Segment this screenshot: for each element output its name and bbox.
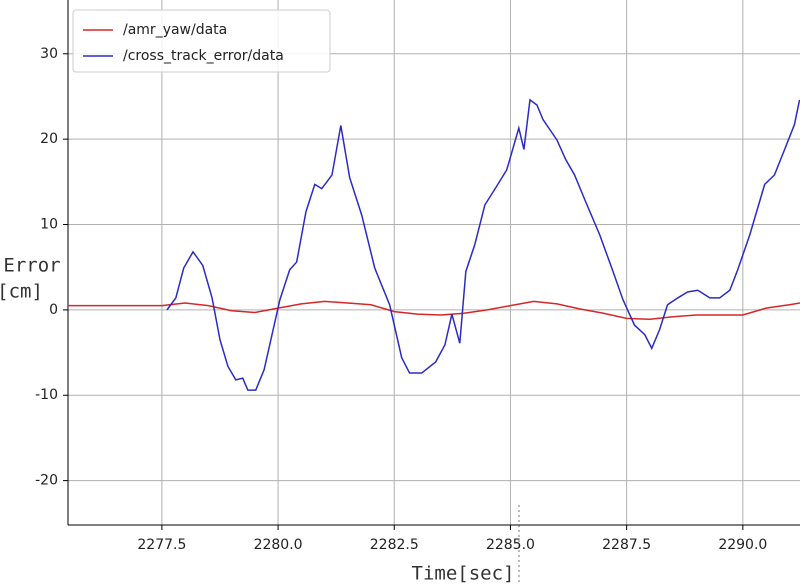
data-line [166,98,800,391]
y-tick-label: -20 [35,473,58,489]
x-tick-label: 2282.5 [370,537,419,553]
legend-label: /cross_track_error/data [123,48,284,64]
y-tick-label: -10 [35,387,58,403]
y-axis-label: Error [3,255,60,277]
y-axis-label: [cm] [0,281,43,303]
y-tick-label: 10 [40,217,58,233]
legend-label: /amr_yaw/data [123,22,227,38]
data-line [68,300,800,321]
x-tick-label: 2277.5 [137,537,186,553]
x-tick-label: 2280.0 [254,537,303,553]
x-tick-label: 2285.0 [486,537,535,553]
legend: /amr_yaw/data/cross_track_error/data [72,9,331,73]
x-tick-label: 2290.0 [718,537,767,553]
y-tick-label: 20 [40,131,58,147]
y-tick-label: 0 [49,302,58,318]
legend-box [72,9,331,73]
x-tick-label: 2287.5 [602,537,651,553]
x-axis-label: Time[sec] [412,563,515,585]
y-tick-label: 30 [40,46,58,62]
